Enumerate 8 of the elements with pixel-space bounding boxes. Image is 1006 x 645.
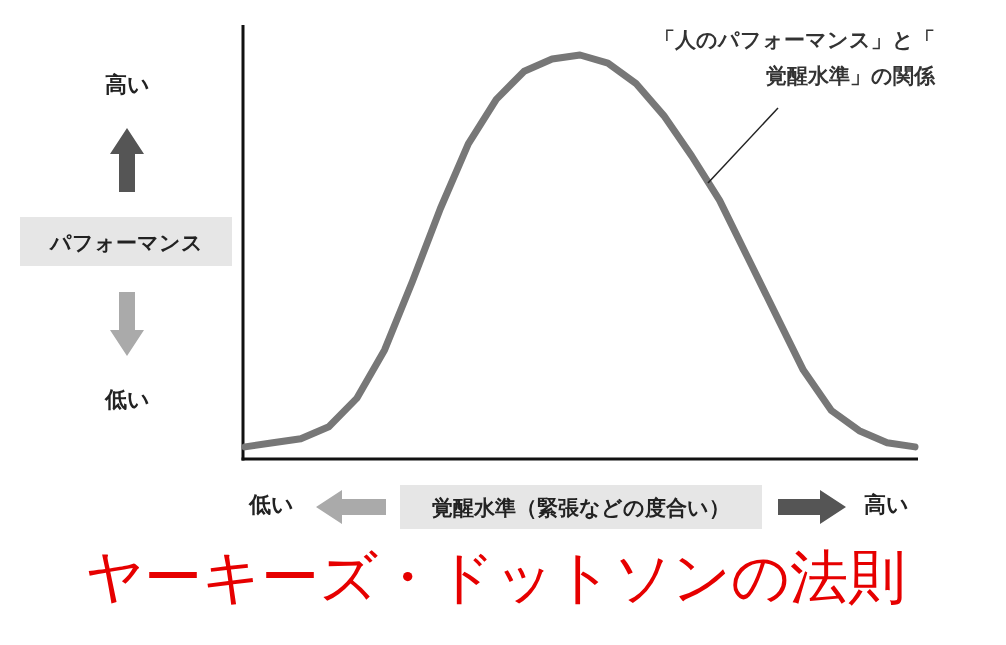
x-axis-title: 覚醒水準（緊張などの度合い） [432,496,730,520]
series-label: 「人のパフォーマンス」と「覚醒水準」の関係 [654,28,936,88]
text: 高い [104,72,150,97]
y-axis-title: パフォーマンス [48,231,203,255]
text: 高い [863,492,909,517]
text: 低い [103,387,150,412]
text: ヤーキーズ・ドットソンの法則 [84,543,906,611]
text: 低い [247,492,294,517]
